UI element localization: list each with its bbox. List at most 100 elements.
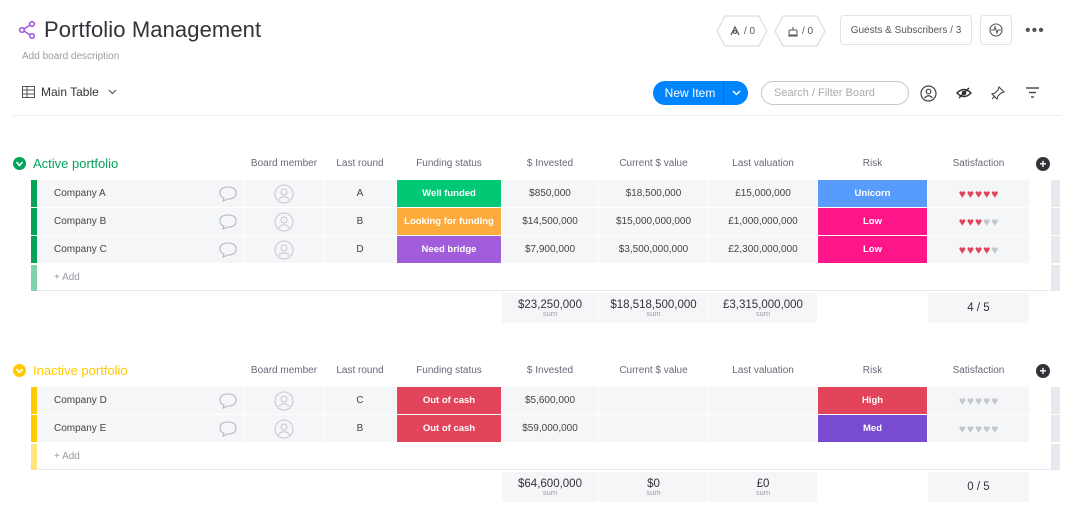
- last-round-cell[interactable]: B: [324, 415, 396, 442]
- add-column-button[interactable]: +: [1036, 364, 1050, 378]
- last-round-cell[interactable]: B: [324, 208, 396, 235]
- rating-hearts[interactable]: ♥ ♥ ♥ ♥ ♥: [959, 243, 999, 257]
- column-header-current-value[interactable]: Current $ value: [619, 365, 688, 376]
- heart-icon[interactable]: ♥: [958, 421, 966, 436]
- group-title[interactable]: Active portfolio: [33, 156, 119, 171]
- item-name[interactable]: Company D: [37, 387, 243, 414]
- heart-icon[interactable]: ♥: [983, 421, 991, 436]
- column-header-risk[interactable]: Risk: [862, 365, 883, 376]
- chat-bubble-icon[interactable]: [213, 180, 243, 207]
- invested-cell[interactable]: $59,000,000: [502, 415, 598, 442]
- heart-icon[interactable]: ♥: [966, 186, 974, 201]
- guests-subscribers-button[interactable]: Guests & Subscribers / 3: [840, 15, 972, 45]
- current-value-cell[interactable]: $18,500,000: [599, 180, 708, 207]
- updates-button[interactable]: / 0: [774, 15, 826, 47]
- heart-icon[interactable]: ♥: [974, 214, 983, 229]
- heart-icon[interactable]: ♥: [958, 242, 966, 257]
- heart-icon[interactable]: ♥: [958, 393, 966, 408]
- satisfaction-cell[interactable]: ♥ ♥ ♥ ♥ ♥: [928, 180, 1029, 207]
- column-header-last-valuation[interactable]: Last valuation: [732, 158, 794, 169]
- last-valuation-cell[interactable]: £15,000,000: [709, 180, 817, 207]
- column-header-satisfaction[interactable]: Satisfaction: [952, 158, 1005, 169]
- satisfaction-cell[interactable]: ♥ ♥ ♥ ♥ ♥: [928, 236, 1029, 263]
- rating-hearts[interactable]: ♥ ♥ ♥ ♥ ♥: [959, 187, 999, 201]
- current-value-cell[interactable]: $15,000,000,000: [599, 208, 708, 235]
- new-item-dropdown[interactable]: [723, 81, 748, 105]
- risk-cell[interactable]: Low: [818, 208, 927, 235]
- board-member-cell[interactable]: [244, 208, 323, 235]
- pin-icon[interactable]: [991, 86, 1005, 100]
- more-menu-icon[interactable]: •••: [1025, 22, 1045, 39]
- heart-icon[interactable]: ♥: [958, 214, 966, 229]
- last-valuation-cell[interactable]: £2,300,000,000: [709, 236, 817, 263]
- last-valuation-cell[interactable]: [709, 387, 817, 414]
- funding-status-cell[interactable]: Out of cash: [397, 387, 501, 414]
- column-header-last-valuation[interactable]: Last valuation: [732, 365, 794, 376]
- invested-cell[interactable]: $7,900,000: [502, 236, 598, 263]
- last-round-cell[interactable]: D: [324, 236, 396, 263]
- heart-icon[interactable]: ♥: [991, 393, 999, 408]
- heart-icon[interactable]: ♥: [983, 186, 991, 201]
- current-value-cell[interactable]: [599, 387, 708, 414]
- chat-bubble-icon[interactable]: [213, 387, 243, 414]
- last-round-cell[interactable]: A: [324, 180, 396, 207]
- add-item-row[interactable]: + Add: [31, 265, 1060, 291]
- heart-icon[interactable]: ♥: [983, 393, 991, 408]
- item-name[interactable]: Company A: [37, 180, 243, 207]
- view-selector[interactable]: Main Table: [22, 85, 117, 99]
- heart-icon[interactable]: ♥: [974, 393, 983, 408]
- heart-icon[interactable]: ♥: [991, 186, 999, 201]
- current-value-cell[interactable]: [599, 415, 708, 442]
- table-row[interactable]: Company A A Well funded $850,000 $18,500…: [31, 180, 1060, 207]
- table-row[interactable]: Company C D Need bridge $7,900,000 $3,50…: [31, 236, 1060, 263]
- rating-hearts[interactable]: ♥ ♥ ♥ ♥ ♥: [959, 394, 999, 408]
- activity-log-button[interactable]: [980, 15, 1012, 45]
- group-title[interactable]: Inactive portfolio: [33, 363, 128, 378]
- heart-icon[interactable]: ♥: [966, 242, 974, 257]
- invested-cell[interactable]: $850,000: [502, 180, 598, 207]
- item-name[interactable]: Company E: [37, 415, 243, 442]
- last-valuation-cell[interactable]: £1,000,000,000: [709, 208, 817, 235]
- satisfaction-cell[interactable]: ♥ ♥ ♥ ♥ ♥: [928, 208, 1029, 235]
- heart-icon[interactable]: ♥: [966, 393, 974, 408]
- risk-cell[interactable]: Low: [818, 236, 927, 263]
- column-header-last-round[interactable]: Last round: [336, 365, 384, 376]
- column-header-board-member[interactable]: Board member: [250, 365, 318, 376]
- heart-icon[interactable]: ♥: [974, 242, 983, 257]
- board-member-cell[interactable]: [244, 180, 323, 207]
- board-member-cell[interactable]: [244, 415, 323, 442]
- board-description[interactable]: Add board description: [22, 51, 120, 62]
- heart-icon[interactable]: ♥: [966, 421, 974, 436]
- satisfaction-cell[interactable]: ♥ ♥ ♥ ♥ ♥: [928, 415, 1029, 442]
- add-item-input[interactable]: + Add: [37, 444, 502, 470]
- column-header-current-value[interactable]: Current $ value: [619, 158, 688, 169]
- risk-cell[interactable]: Med: [818, 415, 927, 442]
- rating-hearts[interactable]: ♥ ♥ ♥ ♥ ♥: [959, 422, 999, 436]
- sort-filter-icon[interactable]: [1026, 87, 1039, 98]
- funding-status-cell[interactable]: Out of cash: [397, 415, 501, 442]
- current-value-cell[interactable]: $3,500,000,000: [599, 236, 708, 263]
- risk-cell[interactable]: High: [818, 387, 927, 414]
- satisfaction-cell[interactable]: ♥ ♥ ♥ ♥ ♥: [928, 387, 1029, 414]
- eye-hide-icon[interactable]: [956, 87, 972, 99]
- column-header-funding-status[interactable]: Funding status: [416, 365, 482, 376]
- column-header-invested[interactable]: $ Invested: [526, 365, 574, 376]
- risk-cell[interactable]: Unicorn: [818, 180, 927, 207]
- search-filter-input[interactable]: [761, 81, 909, 105]
- last-valuation-cell[interactable]: [709, 415, 817, 442]
- person-filter-icon[interactable]: [920, 85, 937, 102]
- table-row[interactable]: Company B B Looking for funding $14,500,…: [31, 208, 1060, 235]
- column-header-satisfaction[interactable]: Satisfaction: [952, 365, 1005, 376]
- add-item-input[interactable]: + Add: [37, 265, 502, 291]
- column-header-board-member[interactable]: Board member: [250, 158, 318, 169]
- board-member-cell[interactable]: [244, 387, 323, 414]
- group-collapse-icon[interactable]: [13, 157, 26, 170]
- heart-icon[interactable]: ♥: [983, 214, 991, 229]
- new-item-button[interactable]: New Item: [653, 81, 748, 105]
- board-title[interactable]: Portfolio Management: [44, 17, 262, 42]
- add-column-button[interactable]: +: [1036, 157, 1050, 171]
- rating-hearts[interactable]: ♥ ♥ ♥ ♥ ♥: [959, 215, 999, 229]
- table-row[interactable]: Company E B Out of cash $59,000,000 Med …: [31, 415, 1060, 442]
- column-header-risk[interactable]: Risk: [862, 158, 883, 169]
- heart-icon[interactable]: ♥: [974, 421, 983, 436]
